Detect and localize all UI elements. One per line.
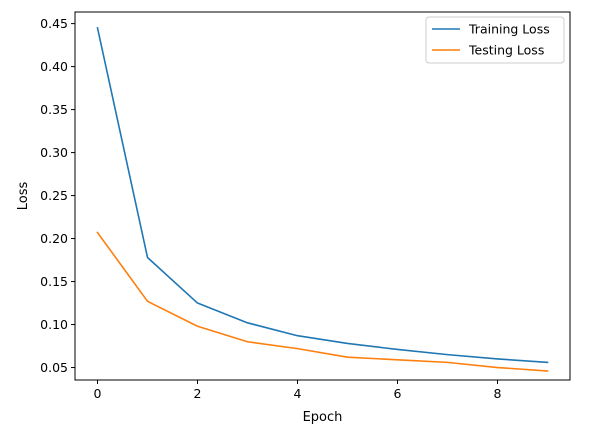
y-tick-label: 0.30	[40, 145, 68, 160]
series-line-training-loss	[96, 26, 549, 364]
x-tick-label: 4	[294, 386, 302, 401]
plot-area	[96, 26, 549, 372]
y-tick-label: 0.10	[40, 317, 68, 332]
axes-frame	[74, 11, 571, 381]
legend-label: Testing Loss	[468, 43, 544, 58]
legend: Training Loss Testing Loss	[425, 16, 565, 64]
y-tick-label: 0.40	[40, 59, 68, 74]
legend-box	[425, 16, 565, 64]
x-tick-label: 6	[394, 386, 402, 401]
y-tick-label: 0.25	[40, 188, 68, 203]
x-tick-label: 2	[194, 386, 202, 401]
x-axis-label: Epoch	[303, 410, 343, 425]
y-axis-label: Loss	[16, 182, 31, 211]
y-tick-label: 0.05	[40, 360, 68, 375]
y-tick-label: 0.45	[40, 16, 68, 31]
x-tick-label: 0	[94, 386, 102, 401]
x-tick-label: 8	[494, 386, 502, 401]
y-tick-label: 0.20	[40, 231, 68, 246]
y-axis-ticks: 0.05 0.10 0.15 0.20 0.25 0.30 0.35 0.40 0.45	[40, 16, 75, 375]
legend-label: Training Loss	[468, 22, 550, 37]
series-line-testing-loss	[96, 231, 549, 372]
x-axis-ticks: 0 2 4 6 8	[94, 380, 502, 401]
y-tick-label: 0.35	[40, 102, 68, 117]
y-tick-label: 0.15	[40, 274, 68, 289]
